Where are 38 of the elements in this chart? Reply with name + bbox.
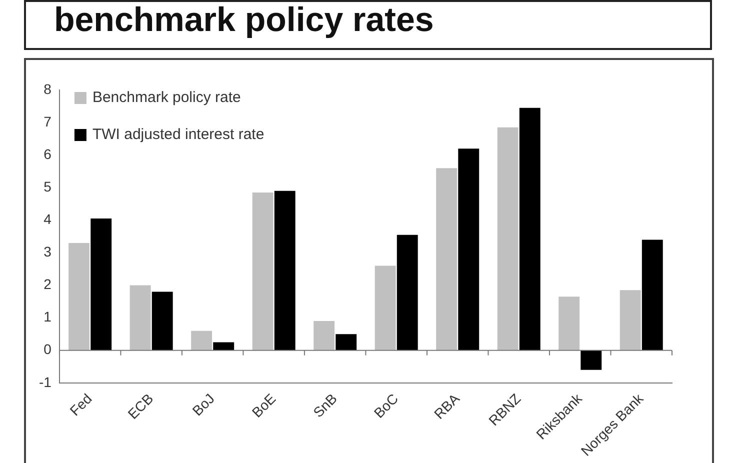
y-tick-label: 1 xyxy=(44,308,52,325)
x-tick-label: RBA xyxy=(430,390,463,422)
bar xyxy=(620,290,641,350)
legend-label: Benchmark policy rate xyxy=(92,89,241,106)
y-tick-label: 0 xyxy=(44,341,52,358)
x-tick-label: BoC xyxy=(370,390,402,421)
bar xyxy=(213,342,234,350)
x-tick-label: BoJ xyxy=(189,390,218,419)
bar xyxy=(152,292,173,350)
y-tick-label: 6 xyxy=(44,146,52,162)
y-tick-label: -1 xyxy=(38,374,52,390)
y-tick-label: 8 xyxy=(44,80,52,97)
bar xyxy=(90,218,112,350)
bar xyxy=(519,108,540,350)
x-tick-label: SnB xyxy=(310,390,340,420)
bar xyxy=(252,192,274,350)
bar xyxy=(458,148,480,350)
bar xyxy=(497,127,518,350)
bar xyxy=(336,334,357,350)
bar xyxy=(191,330,212,350)
bar xyxy=(558,296,580,350)
bar xyxy=(642,240,663,350)
y-tick-label: 2 xyxy=(44,276,52,292)
bar xyxy=(374,266,396,350)
x-tick-label: Fed xyxy=(66,390,95,419)
y-tick-label: 5 xyxy=(44,178,52,194)
y-tick-label: 7 xyxy=(44,113,52,130)
bar xyxy=(314,321,335,350)
bar xyxy=(580,350,602,370)
bar xyxy=(130,285,151,350)
bar xyxy=(68,242,90,350)
bar xyxy=(396,234,418,350)
chart-title: benchmark policy rates xyxy=(54,1,434,40)
bar xyxy=(274,190,296,350)
bar xyxy=(436,168,458,350)
y-tick-label: 4 xyxy=(44,211,52,228)
legend-label: TWI adjusted interest rate xyxy=(92,126,264,144)
y-tick-label: 3 xyxy=(44,244,52,260)
